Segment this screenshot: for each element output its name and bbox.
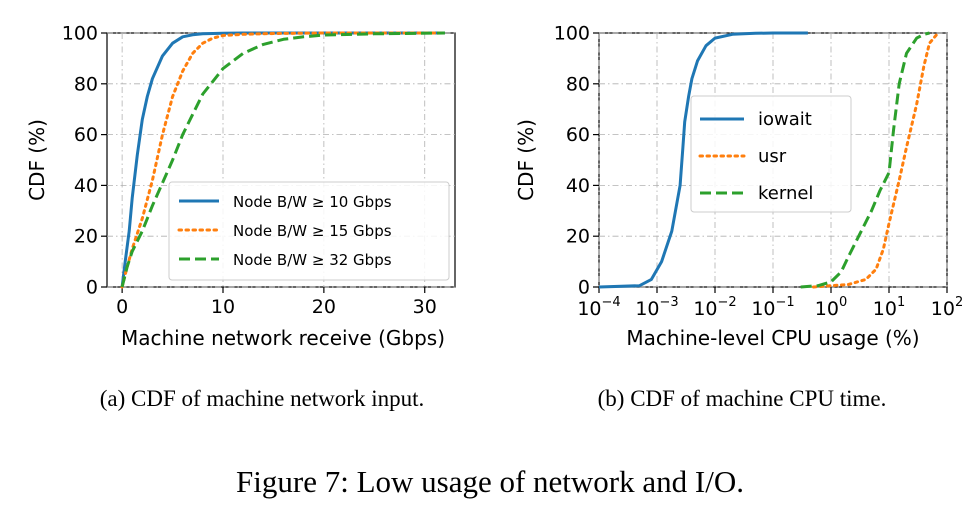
- legend-label: Node B/W ≥ 15 Gbps: [233, 222, 392, 240]
- x-tick-label: 30: [413, 296, 437, 318]
- chart-a: Machine network receive (Gbps) CDF (%) 0…: [25, 23, 456, 411]
- y-axis-label: CDF (%): [25, 119, 49, 201]
- legend-label: Node B/W ≥ 32 Gbps: [233, 251, 392, 269]
- series-line-node-b-w-15-gbps: [120, 31, 447, 289]
- subfigure-caption: (a) CDF of machine network input.: [100, 386, 424, 411]
- x-tick-label: 10−2: [693, 295, 736, 320]
- x-tick-label: 10: [211, 296, 235, 318]
- x-tick-label: 0: [116, 296, 128, 318]
- legend-label: iowait: [758, 109, 812, 130]
- x-tick-label: 10−4: [577, 295, 620, 320]
- legend-label: usr: [758, 146, 787, 167]
- x-tick-label: 101: [873, 295, 905, 320]
- x-tick-label: 10−1: [751, 295, 794, 320]
- legend: Node B/W ≥ 10 Gbps Node B/W ≥ 15 Gbps Node…: [168, 181, 450, 281]
- x-tick-label: 102: [931, 295, 963, 320]
- y-tick-label: 0: [578, 277, 590, 299]
- y-tick-label: 60: [566, 124, 590, 146]
- series-line-node-b-w-10-gbps: [120, 31, 445, 288]
- y-tick-label: 100: [554, 23, 590, 45]
- y-axis-label: CDF (%): [514, 119, 538, 201]
- x-axis-label: Machine-level CPU usage (%): [626, 326, 919, 350]
- y-tick-label: 20: [566, 226, 590, 248]
- y-tick-label: 60: [74, 124, 98, 146]
- legend-label: Node B/W ≥ 10 Gbps: [233, 193, 392, 211]
- chart-b: Machine-level CPU usage (%) CDF (%) 0 20 4…: [514, 23, 963, 412]
- series-line-iowait: [598, 31, 808, 289]
- legend: iowait usr kernel: [690, 95, 852, 213]
- y-tick-label: 0: [86, 277, 98, 299]
- x-axis-label: Machine network receive (Gbps): [121, 326, 445, 350]
- x-tick-label: 10−3: [635, 295, 678, 320]
- subfigure-caption: (b) CDF of machine CPU time.: [598, 386, 887, 411]
- y-tick-label: 80: [74, 73, 98, 95]
- legend-label: kernel: [758, 183, 813, 204]
- x-tick-label: 100: [815, 295, 847, 320]
- y-tick-label: 100: [62, 23, 98, 45]
- figure-caption: Figure 7: Low usage of network and I/O.: [236, 464, 744, 499]
- series-line-kernel: [800, 31, 930, 289]
- y-tick-label: 40: [566, 175, 590, 197]
- series-line-usr: [812, 31, 940, 289]
- y-tick-label: 40: [74, 175, 98, 197]
- y-tick-label: 80: [566, 73, 590, 95]
- series-line-node-b-w-32-gbps: [120, 31, 445, 288]
- y-tick-label: 20: [74, 226, 98, 248]
- x-tick-label: 20: [312, 296, 336, 318]
